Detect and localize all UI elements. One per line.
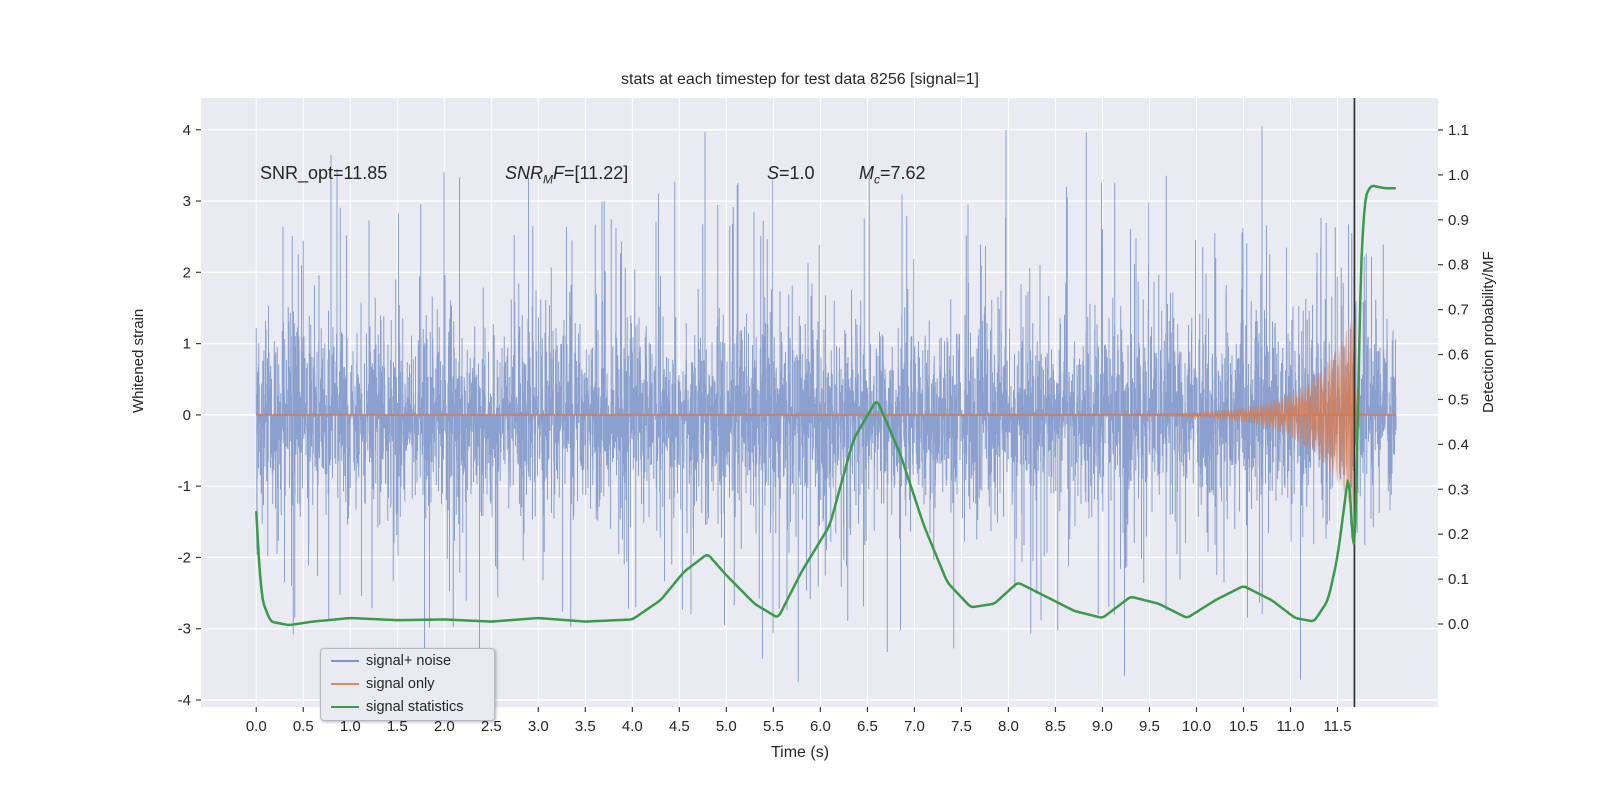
svg-text:-1: -1 [178, 478, 191, 495]
svg-text:0.4: 0.4 [1448, 436, 1469, 453]
svg-text:7.5: 7.5 [951, 718, 972, 735]
svg-text:-3: -3 [178, 621, 191, 638]
svg-text:10.0: 10.0 [1182, 718, 1211, 735]
svg-text:5.5: 5.5 [763, 718, 784, 735]
svg-text:9.0: 9.0 [1092, 718, 1113, 735]
svg-text:11.5: 11.5 [1323, 718, 1351, 735]
svg-text:0: 0 [183, 407, 191, 424]
svg-text:0.1: 0.1 [1448, 571, 1469, 588]
svg-text:5.0: 5.0 [716, 718, 737, 735]
svg-text:10.5: 10.5 [1229, 718, 1258, 735]
svg-text:-2: -2 [178, 549, 191, 566]
svg-text:3.0: 3.0 [528, 718, 549, 735]
svg-text:1.0: 1.0 [1448, 167, 1469, 184]
svg-text:0.6: 0.6 [1448, 347, 1469, 364]
svg-text:4.5: 4.5 [669, 718, 690, 735]
svg-text:1.1: 1.1 [1448, 122, 1469, 139]
svg-text:0.0: 0.0 [246, 718, 267, 735]
svg-text:0.2: 0.2 [1448, 526, 1469, 543]
svg-text:0.8: 0.8 [1448, 257, 1469, 274]
svg-text:8.0: 8.0 [998, 718, 1019, 735]
svg-text:3: 3 [183, 193, 191, 210]
svg-text:11.0: 11.0 [1276, 718, 1304, 735]
svg-text:0.9: 0.9 [1448, 212, 1469, 229]
svg-text:0.5: 0.5 [293, 718, 314, 735]
svg-text:0.7: 0.7 [1448, 302, 1469, 319]
svg-text:3.5: 3.5 [575, 718, 596, 735]
svg-text:6.5: 6.5 [857, 718, 878, 735]
svg-text:0.3: 0.3 [1448, 481, 1469, 498]
svg-text:0.5: 0.5 [1448, 391, 1469, 408]
svg-text:7.0: 7.0 [904, 718, 925, 735]
svg-text:-4: -4 [178, 692, 191, 709]
svg-text:4.0: 4.0 [622, 718, 643, 735]
svg-text:2: 2 [183, 264, 191, 281]
svg-text:4: 4 [183, 122, 191, 139]
svg-text:8.5: 8.5 [1045, 718, 1066, 735]
svg-text:0.0: 0.0 [1448, 616, 1469, 633]
svg-text:9.5: 9.5 [1139, 718, 1160, 735]
svg-text:1: 1 [183, 336, 191, 353]
svg-text:6.0: 6.0 [810, 718, 831, 735]
